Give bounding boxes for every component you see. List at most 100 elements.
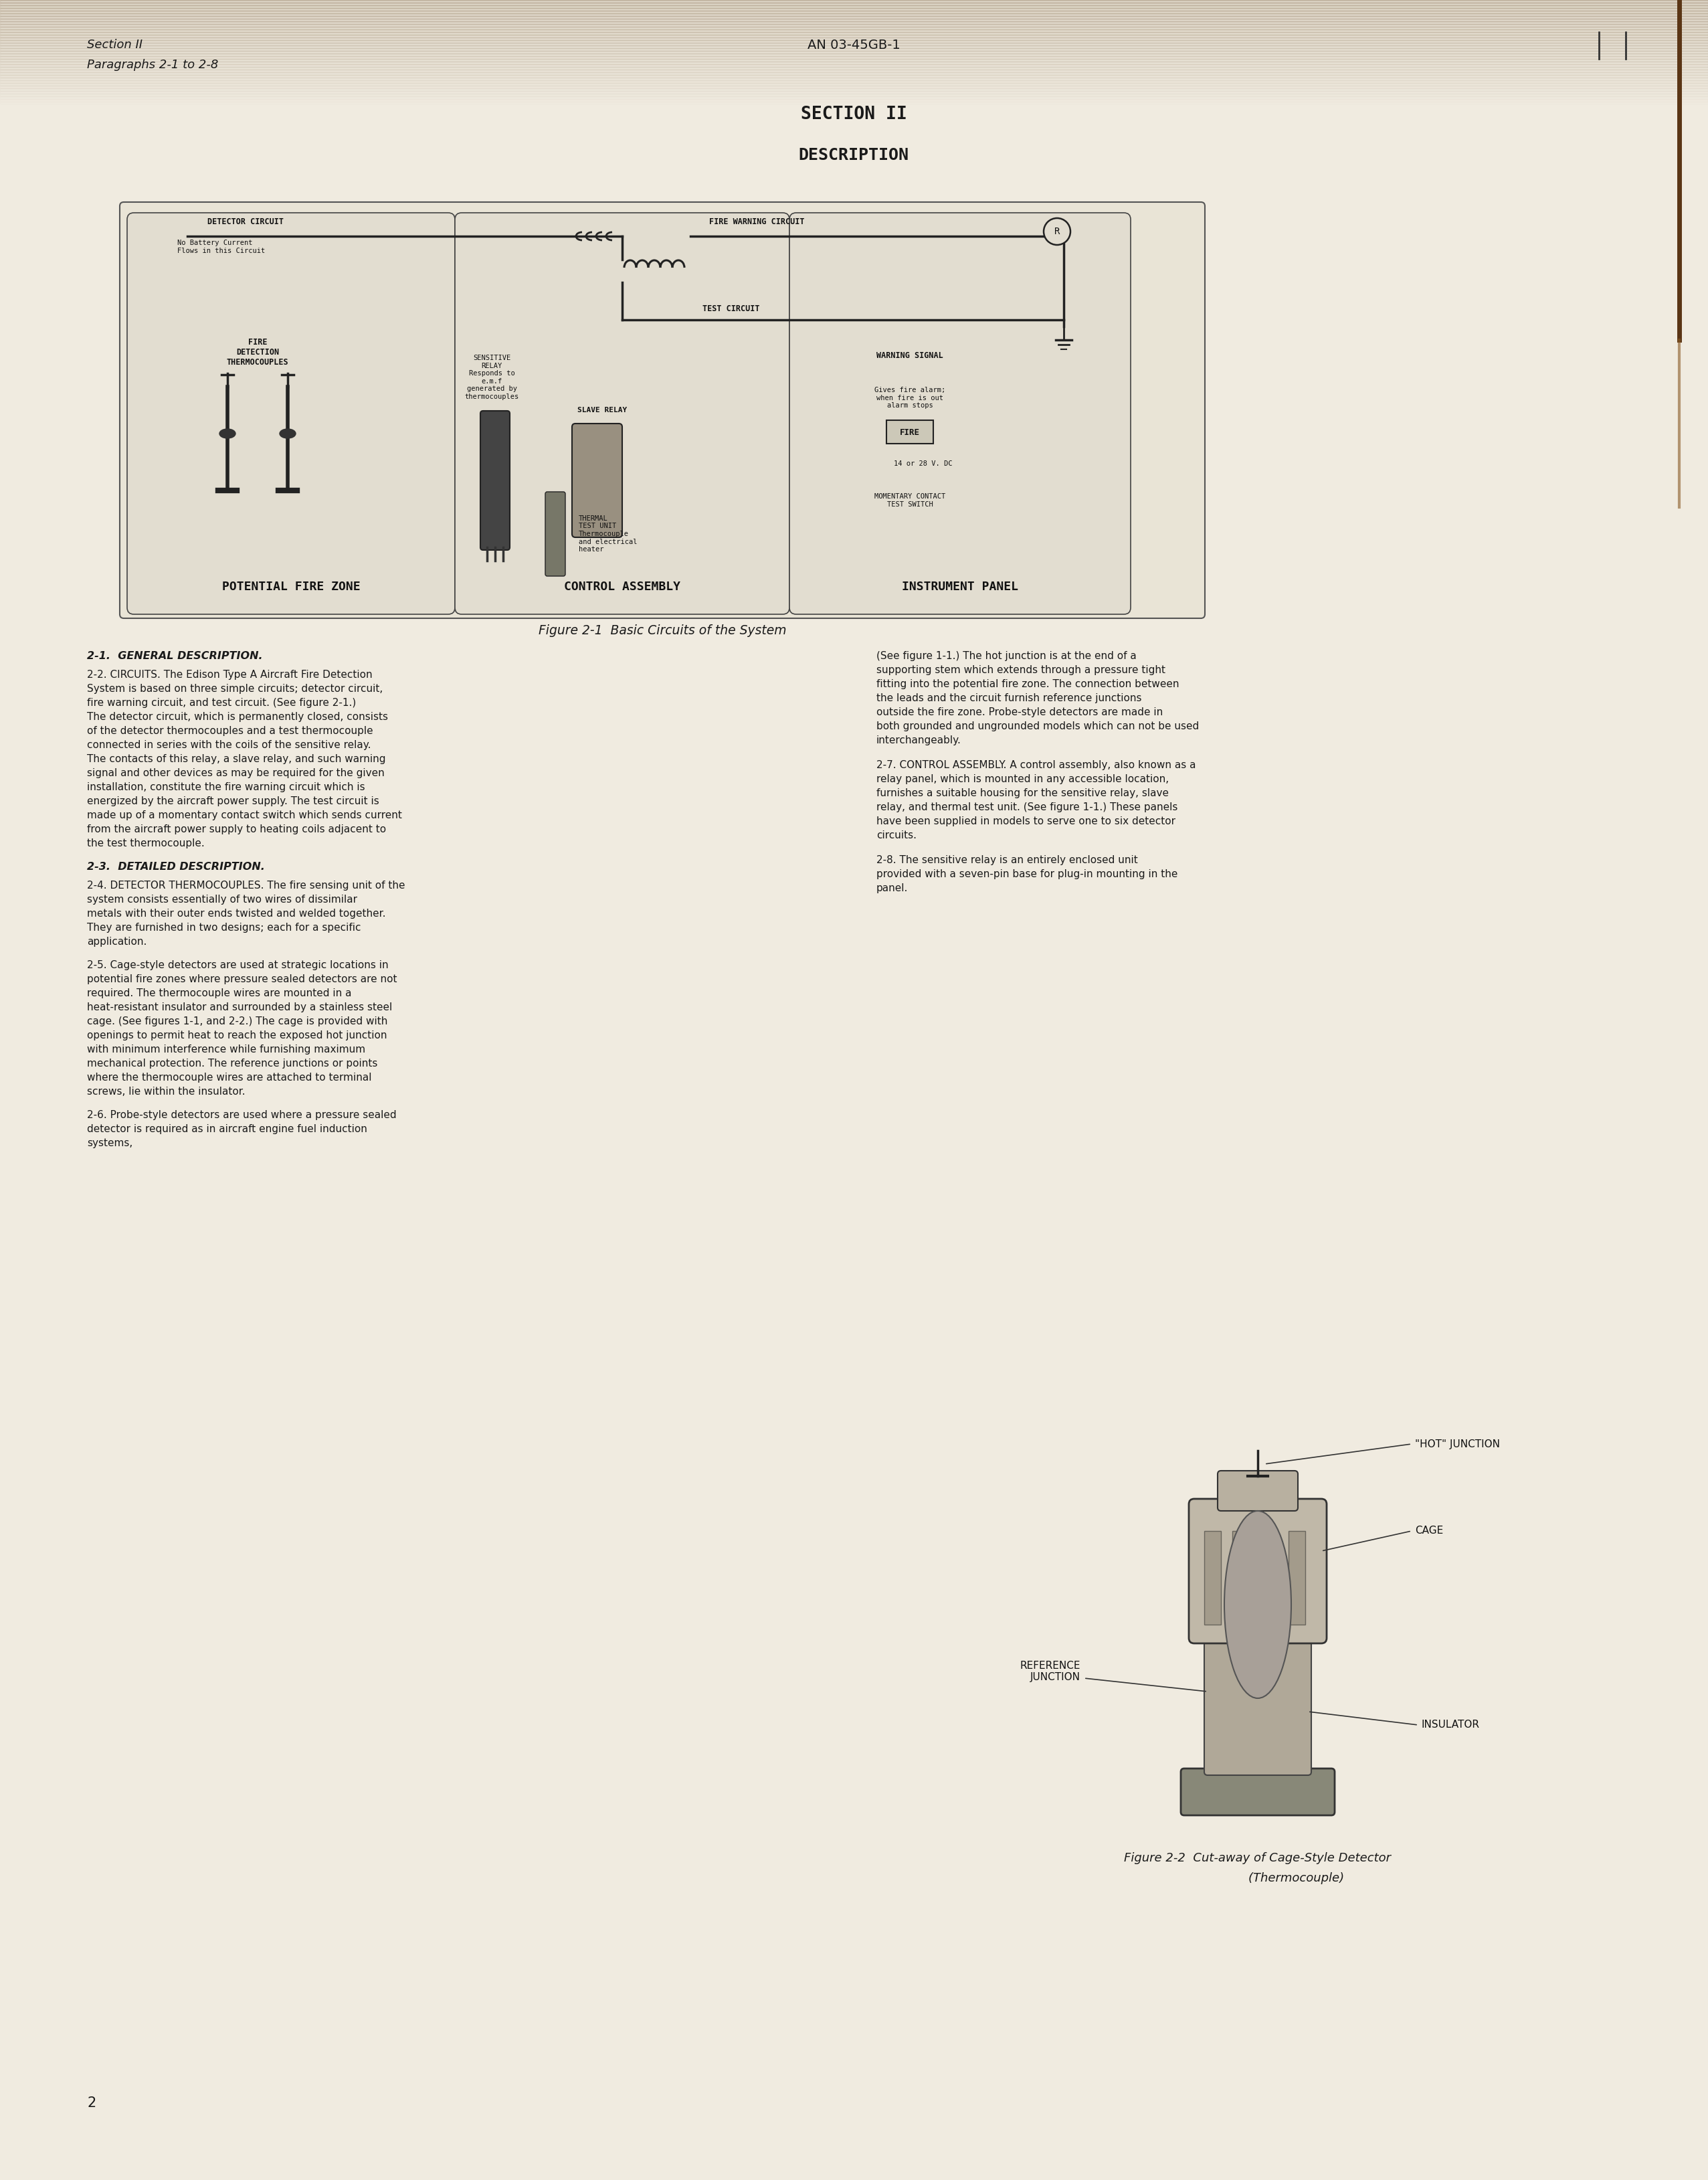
Bar	[0, 72, 1708, 74]
Text: relay, and thermal test unit. (See figure 1-1.) These panels: relay, and thermal test unit. (See figur…	[876, 802, 1179, 813]
Text: System is based on three simple circuits; detector circuit,: System is based on three simple circuits…	[87, 685, 383, 693]
Text: (Thermocouple): (Thermocouple)	[1172, 1873, 1344, 1884]
Text: MOMENTARY CONTACT
TEST SWITCH: MOMENTARY CONTACT TEST SWITCH	[874, 493, 946, 508]
FancyBboxPatch shape	[454, 214, 789, 615]
Bar	[0, 0, 1708, 2]
Text: the test thermocouple.: the test thermocouple.	[87, 839, 205, 848]
Bar	[0, 70, 1708, 72]
Bar	[0, 63, 1708, 68]
Bar	[886, 421, 933, 443]
Ellipse shape	[219, 429, 236, 438]
Text: mechanical protection. The reference junctions or points: mechanical protection. The reference jun…	[87, 1059, 377, 1068]
Bar	[0, 22, 1708, 24]
Text: WARNING SIGNAL: WARNING SIGNAL	[876, 351, 943, 360]
Text: Paragraphs 2-1 to 2-8: Paragraphs 2-1 to 2-8	[87, 59, 219, 72]
Ellipse shape	[1225, 1511, 1291, 1698]
Text: No Battery Current
Flows in this Circuit: No Battery Current Flows in this Circuit	[178, 240, 265, 255]
Bar	[0, 54, 1708, 57]
Text: screws, lie within the insulator.: screws, lie within the insulator.	[87, 1086, 246, 1097]
Bar	[0, 83, 1708, 85]
Bar	[0, 74, 1708, 78]
Text: signal and other devices as may be required for the given: signal and other devices as may be requi…	[87, 767, 384, 778]
Text: THERMAL
TEST UNIT
Thermocouple
and electrical
heater: THERMAL TEST UNIT Thermocouple and elect…	[579, 514, 637, 554]
Bar	[0, 48, 1708, 50]
Text: made up of a momentary contact switch which sends current: made up of a momentary contact switch wh…	[87, 811, 401, 820]
Text: INSULATOR: INSULATOR	[1421, 1720, 1479, 1731]
FancyBboxPatch shape	[1218, 1472, 1298, 1511]
Bar	[0, 59, 1708, 61]
Text: both grounded and ungrounded models which can not be used: both grounded and ungrounded models whic…	[876, 722, 1199, 730]
Text: potential fire zones where pressure sealed detectors are not: potential fire zones where pressure seal…	[87, 974, 396, 985]
Text: from the aircraft power supply to heating coils adjacent to: from the aircraft power supply to heatin…	[87, 824, 386, 835]
Text: have been supplied in models to serve one to six detector: have been supplied in models to serve on…	[876, 815, 1175, 826]
Circle shape	[1044, 218, 1071, 244]
Text: 2: 2	[87, 2097, 96, 2110]
Text: with minimum interference while furnishing maximum: with minimum interference while furnishi…	[87, 1044, 366, 1055]
Text: circuits.: circuits.	[876, 831, 917, 841]
Bar	[0, 94, 1708, 96]
Text: CONTROL ASSEMBLY: CONTROL ASSEMBLY	[564, 580, 680, 593]
Bar	[0, 89, 1708, 92]
Text: where the thermocouple wires are attached to terminal: where the thermocouple wires are attache…	[87, 1073, 372, 1083]
Bar	[0, 11, 1708, 13]
Text: metals with their outer ends twisted and welded together.: metals with their outer ends twisted and…	[87, 909, 386, 918]
Text: POTENTIAL FIRE ZONE: POTENTIAL FIRE ZONE	[222, 580, 360, 593]
Bar	[0, 26, 1708, 31]
Bar	[0, 68, 1708, 70]
Text: 2-5. Cage-style detectors are used at strategic locations in: 2-5. Cage-style detectors are used at st…	[87, 959, 388, 970]
Text: furnishes a suitable housing for the sensitive relay, slave: furnishes a suitable housing for the sen…	[876, 789, 1168, 798]
Bar	[0, 81, 1708, 83]
Text: cage. (See figures 1-1, and 2-2.) The cage is provided with: cage. (See figures 1-1, and 2-2.) The ca…	[87, 1016, 388, 1027]
FancyBboxPatch shape	[126, 214, 454, 615]
Text: 2-6. Probe-style detectors are used where a pressure sealed: 2-6. Probe-style detectors are used wher…	[87, 1110, 396, 1121]
Text: 2-8. The sensitive relay is an entirely enclosed unit: 2-8. The sensitive relay is an entirely …	[876, 855, 1138, 865]
Bar	[0, 39, 1708, 44]
Text: 2-7. CONTROL ASSEMBLY. A control assembly, also known as a: 2-7. CONTROL ASSEMBLY. A control assembl…	[876, 761, 1196, 770]
Text: outside the fire zone. Probe-style detectors are made in: outside the fire zone. Probe-style detec…	[876, 706, 1163, 717]
Bar	[0, 4, 1708, 9]
Bar	[0, 61, 1708, 63]
Text: Gives fire alarm;
when fire is out
alarm stops: Gives fire alarm; when fire is out alarm…	[874, 386, 946, 410]
Text: SECTION II: SECTION II	[801, 105, 907, 122]
FancyBboxPatch shape	[480, 410, 509, 549]
Text: interchangeably.: interchangeably.	[876, 735, 962, 746]
Bar	[0, 50, 1708, 54]
Bar	[0, 85, 1708, 89]
FancyBboxPatch shape	[545, 493, 565, 576]
Bar	[0, 44, 1708, 46]
Text: supporting stem which extends through a pressure tight: supporting stem which extends through a …	[876, 665, 1165, 676]
Bar	[0, 35, 1708, 37]
Text: The detector circuit, which is permanently closed, consists: The detector circuit, which is permanent…	[87, 713, 388, 722]
Text: REFERENCE
JUNCTION: REFERENCE JUNCTION	[1020, 1661, 1081, 1683]
Bar	[0, 13, 1708, 15]
Text: fitting into the potential fire zone. The connection between: fitting into the potential fire zone. Th…	[876, 680, 1179, 689]
Text: required. The thermocouple wires are mounted in a: required. The thermocouple wires are mou…	[87, 988, 352, 998]
Text: the leads and the circuit furnish reference junctions: the leads and the circuit furnish refere…	[876, 693, 1141, 704]
Text: installation, constitute the fire warning circuit which is: installation, constitute the fire warnin…	[87, 783, 366, 791]
Text: SENSITIVE
RELAY
Responds to
e.m.f
generated by
thermocouples: SENSITIVE RELAY Responds to e.m.f genera…	[465, 355, 519, 401]
Bar	[0, 57, 1708, 59]
Text: heat-resistant insulator and surrounded by a stainless steel: heat-resistant insulator and surrounded …	[87, 1003, 393, 1012]
Bar	[0, 37, 1708, 39]
Text: 2-3.  DETAILED DESCRIPTION.: 2-3. DETAILED DESCRIPTION.	[87, 861, 265, 872]
Bar	[1261, 1530, 1278, 1624]
Text: 2-1.  GENERAL DESCRIPTION.: 2-1. GENERAL DESCRIPTION.	[87, 652, 263, 661]
Text: AN 03-45GB-1: AN 03-45GB-1	[808, 39, 900, 52]
Bar	[0, 98, 1708, 102]
Bar	[0, 2, 1708, 4]
Text: CAGE: CAGE	[1414, 1526, 1443, 1537]
Text: provided with a seven-pin base for plug-in mounting in the: provided with a seven-pin base for plug-…	[876, 870, 1179, 879]
FancyBboxPatch shape	[1180, 1768, 1334, 1816]
Bar	[1233, 1530, 1249, 1624]
Text: system consists essentially of two wires of dissimilar: system consists essentially of two wires…	[87, 894, 357, 905]
Text: of the detector thermocouples and a test thermocouple: of the detector thermocouples and a test…	[87, 726, 372, 737]
Text: 14 or 28 V. DC: 14 or 28 V. DC	[893, 460, 953, 467]
Text: systems,: systems,	[87, 1138, 133, 1149]
Text: They are furnished in two designs; each for a specific: They are furnished in two designs; each …	[87, 922, 360, 933]
Bar	[0, 102, 1708, 105]
Text: relay panel, which is mounted in any accessible location,: relay panel, which is mounted in any acc…	[876, 774, 1168, 785]
Bar	[0, 9, 1708, 11]
Bar	[0, 92, 1708, 94]
FancyBboxPatch shape	[1189, 1500, 1327, 1644]
Ellipse shape	[280, 429, 295, 438]
